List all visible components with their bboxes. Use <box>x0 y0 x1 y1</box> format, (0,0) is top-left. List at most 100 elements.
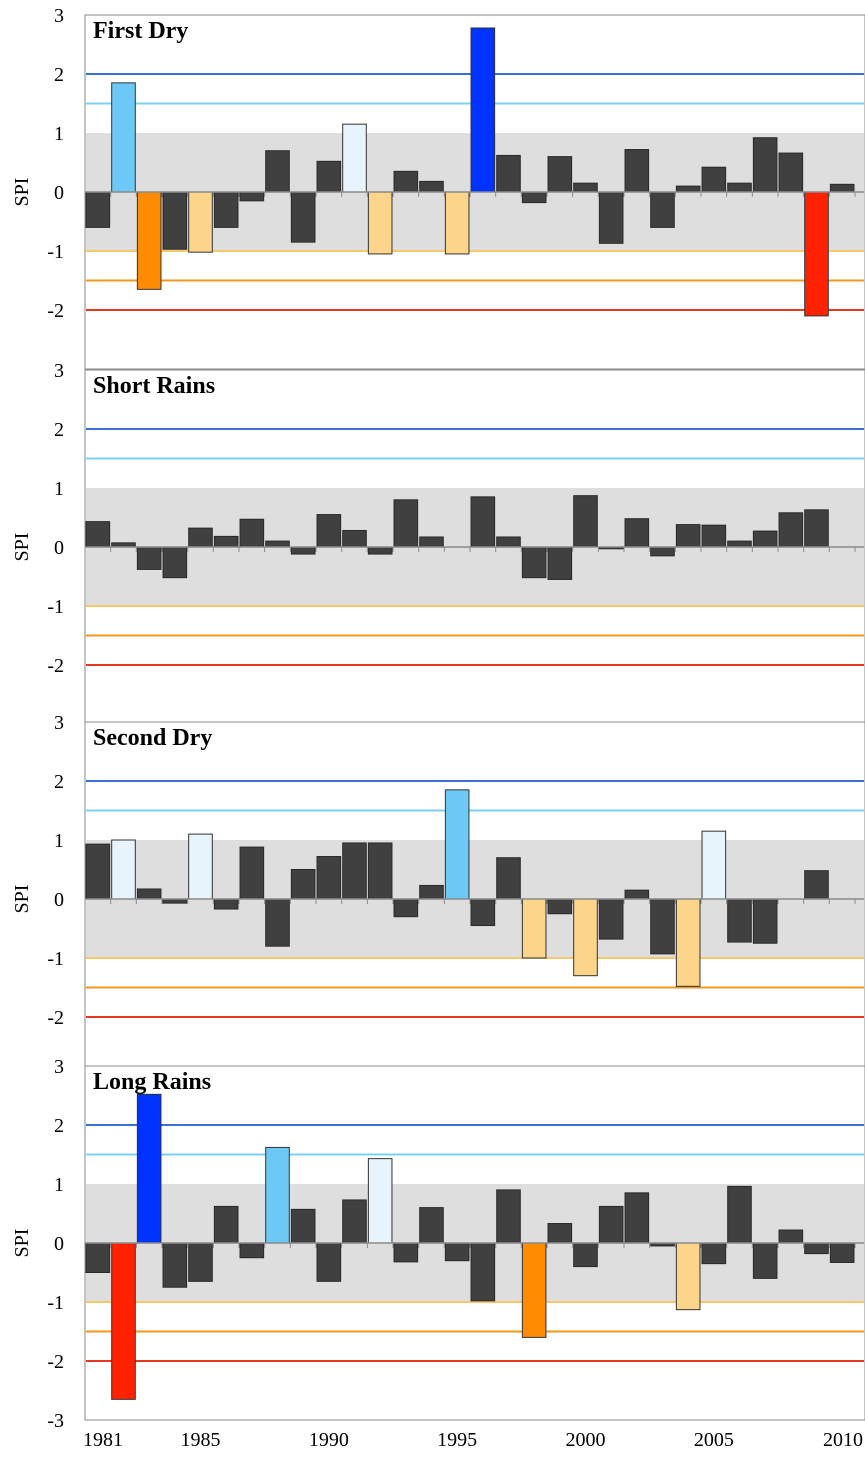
bar-1982 <box>111 82 136 193</box>
bar-1999 <box>547 898 573 915</box>
y-tick-label: -2 <box>47 1351 64 1373</box>
y-axis-title: SPI <box>11 533 33 562</box>
x-tick-label: 1995 <box>437 1429 477 1451</box>
bar-1990 <box>316 514 342 548</box>
bar-1989 <box>290 869 316 900</box>
bar-1998 <box>521 898 547 959</box>
bar-2002 <box>624 518 650 548</box>
bar-2004 <box>675 1242 701 1311</box>
bar-1999 <box>547 1223 573 1244</box>
bar-1994 <box>419 1207 444 1244</box>
y-tick-label: -2 <box>47 655 64 677</box>
bar-1992 <box>367 842 393 900</box>
bar-2007 <box>752 137 778 193</box>
bar-2006 <box>727 540 752 548</box>
bar-1992 <box>367 191 393 255</box>
bar-1995 <box>444 1242 470 1262</box>
panel-title: Short Rains <box>93 373 215 399</box>
y-tick-label: 3 <box>54 5 64 27</box>
bar-1994 <box>419 180 444 193</box>
bar-2003 <box>650 191 675 228</box>
bar-1985 <box>188 191 213 253</box>
bar-1998 <box>521 1242 547 1338</box>
bar-1982 <box>111 1242 136 1400</box>
bar-1984 <box>162 546 188 579</box>
bar-1990 <box>316 160 342 193</box>
y-tick-label: 0 <box>54 182 64 204</box>
bar-1983 <box>136 546 162 570</box>
bar-1985 <box>188 833 213 900</box>
bar-2002 <box>624 1192 650 1244</box>
bar-1997 <box>496 536 521 548</box>
bar-2008 <box>778 512 804 548</box>
panel-title: First Dry <box>93 18 188 44</box>
bar-2003 <box>650 546 675 557</box>
bar-1982 <box>111 839 136 900</box>
y-tick-label: 0 <box>54 1233 64 1255</box>
bar-1988 <box>265 898 290 947</box>
bar-2001 <box>598 191 624 244</box>
bar-2009 <box>804 191 829 317</box>
y-tick-label: -1 <box>47 948 64 970</box>
bar-1991 <box>342 1199 367 1244</box>
x-tick-label: 2000 <box>566 1429 606 1451</box>
y-tick-label: 2 <box>54 771 64 793</box>
bar-1986 <box>213 191 239 228</box>
y-axis-title: SPI <box>11 1229 33 1258</box>
bar-1997 <box>496 1189 521 1244</box>
bar-2006 <box>727 898 752 943</box>
y-tick-label: 2 <box>54 1115 64 1137</box>
bar-2002 <box>624 889 650 900</box>
y-tick-label: 0 <box>54 537 64 559</box>
panel-title: Long Rains <box>93 1069 211 1095</box>
bar-2005 <box>701 1242 727 1265</box>
x-tick-label: 1981 <box>83 1429 123 1451</box>
bar-2005 <box>701 166 727 193</box>
bar-1997 <box>496 857 521 900</box>
bar-1993 <box>393 170 419 193</box>
y-tick-label: -1 <box>47 241 64 263</box>
bar-2004 <box>675 898 701 987</box>
y-axis-title: SPI <box>11 178 33 207</box>
bar-2007 <box>752 898 778 944</box>
x-tick-label: 2005 <box>694 1429 734 1451</box>
bar-1981 <box>85 521 111 548</box>
bar-2004 <box>675 185 701 193</box>
bar-2006 <box>727 182 752 193</box>
bar-2007 <box>752 530 778 548</box>
y-tick-label: 2 <box>54 64 64 86</box>
bar-2006 <box>727 1185 752 1244</box>
bar-2000 <box>573 495 598 548</box>
bar-1988 <box>265 540 290 548</box>
bar-1987 <box>239 191 265 202</box>
bar-2000 <box>573 1242 598 1268</box>
bar-2010 <box>829 1242 855 1263</box>
y-tick-label: -1 <box>47 1292 64 1314</box>
bar-2009 <box>804 509 829 548</box>
bar-2003 <box>650 898 675 955</box>
panel-first-dry: 3 2 1 0 -1 -2 SPI First Dry <box>11 5 865 370</box>
bar-1993 <box>393 898 419 918</box>
bar-2009 <box>804 870 829 900</box>
bar-1985 <box>188 1242 213 1282</box>
bar-1999 <box>547 156 573 193</box>
bar-1998 <box>521 191 547 204</box>
bar-2009 <box>804 1242 829 1255</box>
bar-1987 <box>239 1242 265 1259</box>
bar-1991 <box>342 842 367 900</box>
y-tick-label: -2 <box>47 1007 64 1029</box>
bar-2010 <box>829 183 855 193</box>
panel-second-dry: 3 2 1 0 -1 -2 SPI Second Dry <box>11 712 865 1077</box>
bar-1994 <box>419 536 444 548</box>
bar-1996 <box>470 898 496 927</box>
x-tick-label: 2010 <box>823 1429 863 1451</box>
bar-2005 <box>701 830 727 900</box>
y-tick-label: 1 <box>54 1174 64 1196</box>
panel-long-rains: 3 2 1 0 -1 -2 -3 SPI Long Rains 1981 1985 1990 1995 2… <box>11 1056 865 1451</box>
bar-1990 <box>316 856 342 900</box>
bar-1992 <box>367 546 393 555</box>
bar-1988 <box>265 150 290 193</box>
bar-1986 <box>213 898 239 910</box>
y-tick-label: 2 <box>54 419 64 441</box>
